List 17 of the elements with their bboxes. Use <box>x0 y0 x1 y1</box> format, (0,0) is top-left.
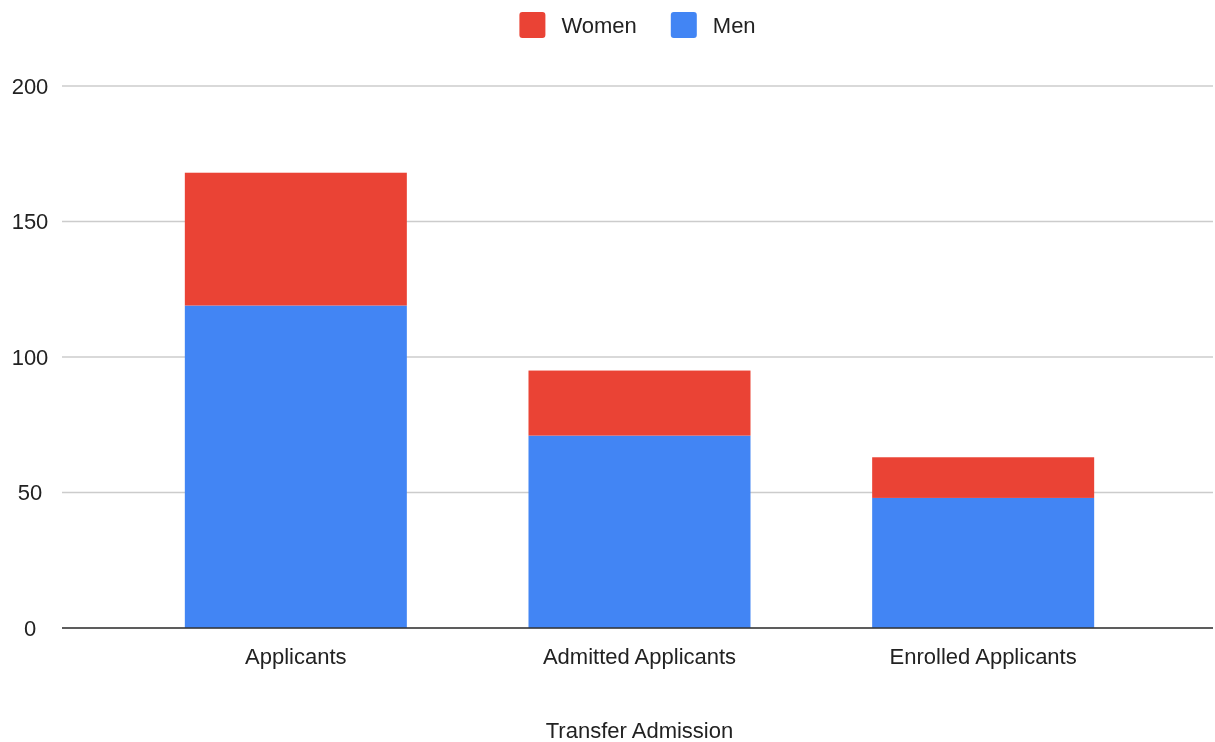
bar <box>872 497 1095 628</box>
bar <box>528 370 751 436</box>
x-tick-label: Enrolled Applicants <box>889 643 1077 669</box>
y-tick-label: 150 <box>11 209 49 235</box>
legend-label: Men <box>712 13 756 38</box>
bar <box>184 172 407 306</box>
legend-label: Women <box>561 13 637 38</box>
x-tick-label: Applicants <box>245 643 347 669</box>
y-tick-label: 100 <box>11 344 49 370</box>
bar <box>184 305 407 628</box>
x-tick-label: Admitted Applicants <box>542 643 737 669</box>
bar <box>872 457 1095 498</box>
x-axis-title: Transfer Admission <box>545 718 734 742</box>
y-tick-label: 0 <box>23 615 37 641</box>
y-tick-label: 200 <box>11 73 49 99</box>
bar <box>528 435 751 628</box>
y-tick-label: 50 <box>17 480 43 506</box>
